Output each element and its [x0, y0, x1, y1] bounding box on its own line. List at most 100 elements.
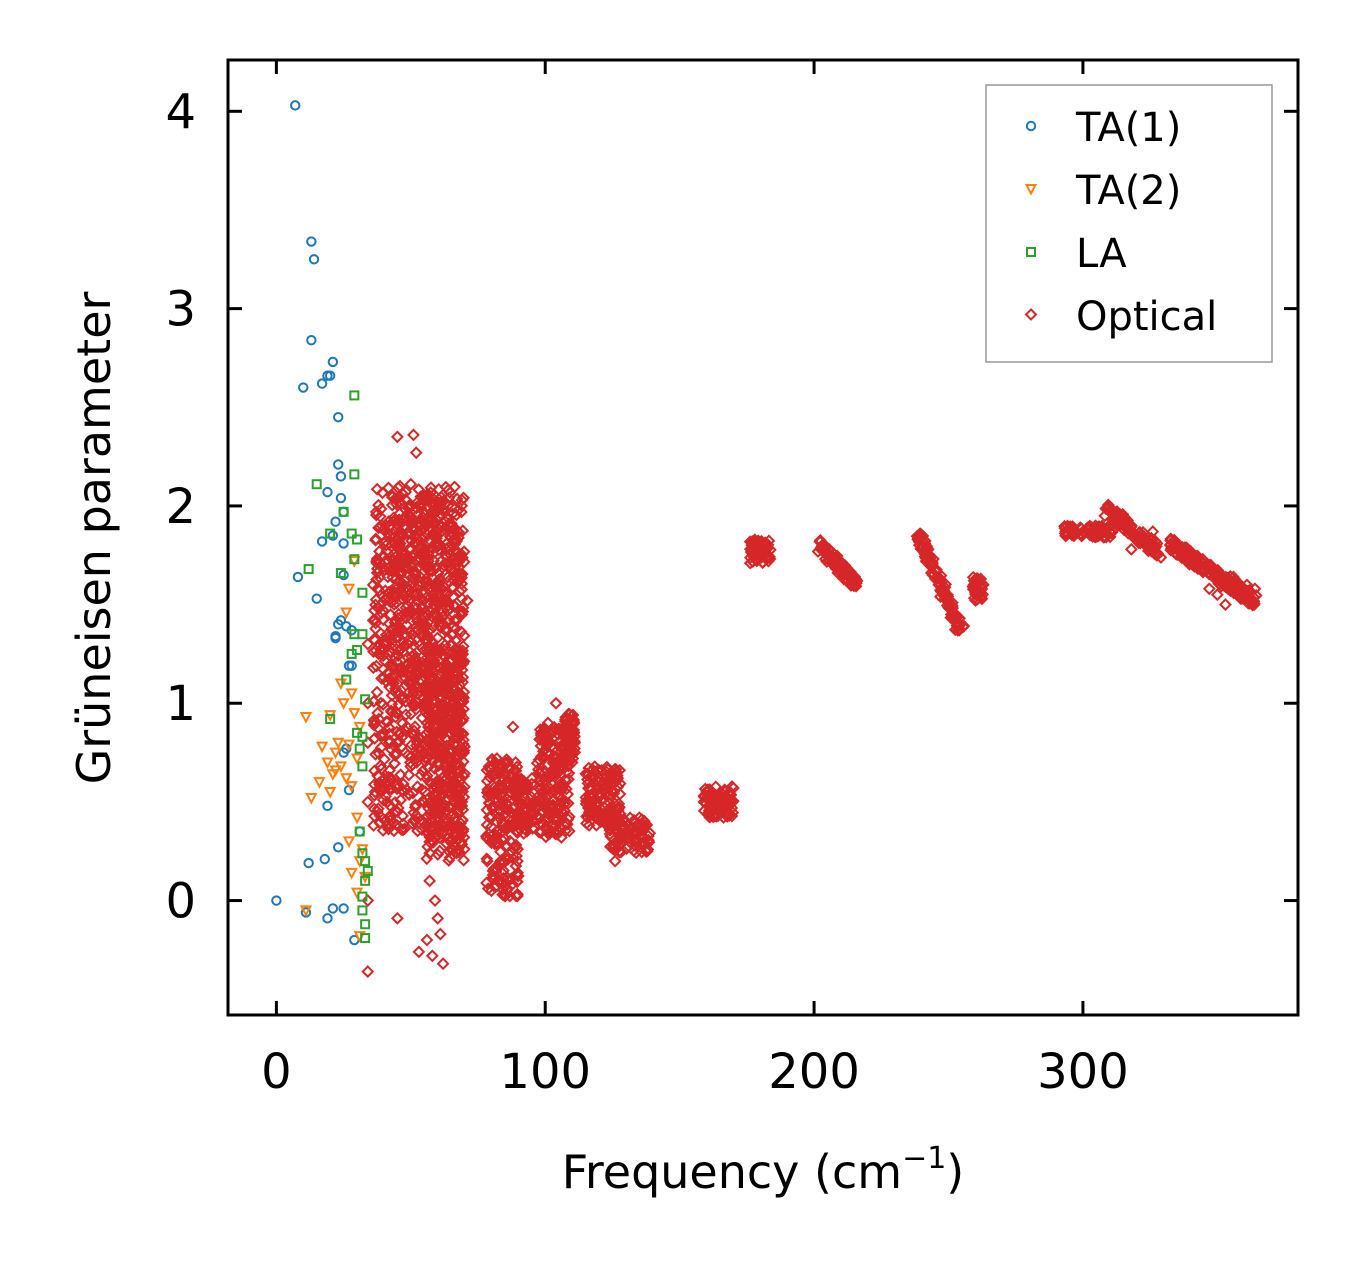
legend-marker-la — [1026, 247, 1036, 257]
point-optical — [543, 770, 557, 784]
point-ta-1 — [306, 236, 317, 247]
point-optical — [441, 832, 455, 846]
point-optical — [1248, 582, 1262, 596]
point-optical — [511, 866, 525, 880]
point-optical — [842, 566, 856, 580]
point-optical — [557, 793, 571, 807]
point-optical — [455, 493, 469, 507]
point-optical — [743, 551, 757, 565]
point-optical — [536, 775, 549, 789]
point-optical — [455, 608, 469, 621]
point-optical — [424, 560, 437, 573]
point-optical — [416, 795, 429, 808]
y-tick-label: 4 — [165, 84, 196, 140]
point-optical — [437, 750, 450, 763]
point-optical — [1240, 578, 1254, 592]
point-ta-2 — [329, 765, 342, 777]
point-ta-1 — [316, 378, 328, 389]
point-optical — [394, 768, 408, 782]
point-ta-2 — [348, 708, 361, 720]
point-optical — [455, 499, 469, 513]
point-optical — [458, 767, 471, 780]
point-optical — [485, 834, 498, 848]
point-optical — [452, 731, 466, 744]
point-optical — [438, 798, 452, 812]
point-la — [341, 674, 352, 685]
point-optical — [390, 777, 404, 791]
point-optical — [413, 547, 427, 561]
point-optical — [639, 837, 653, 851]
point-optical — [389, 580, 403, 594]
point-optical — [612, 797, 626, 811]
point-optical — [580, 816, 593, 830]
point-optical — [1229, 582, 1243, 596]
point-optical — [1184, 554, 1197, 568]
point-optical — [725, 801, 739, 815]
point-optical — [547, 725, 561, 739]
point-optical — [400, 783, 414, 796]
point-ta-1 — [322, 486, 333, 498]
point-optical — [708, 791, 722, 805]
point-optical — [393, 531, 407, 544]
point-la — [357, 905, 368, 916]
point-optical — [366, 578, 380, 592]
x-axis-label-superscript: −1 — [902, 1141, 946, 1176]
point-la — [357, 629, 368, 640]
point-optical — [413, 575, 427, 589]
point-optical — [371, 706, 385, 720]
x-tick-label: 300 — [1037, 1044, 1129, 1100]
point-optical — [370, 804, 384, 818]
point-ta-1 — [311, 593, 322, 604]
point-optical — [495, 779, 509, 793]
point-optical — [457, 545, 471, 559]
point-ta-1 — [290, 100, 301, 111]
point-optical — [1105, 525, 1119, 539]
point-optical — [1247, 596, 1260, 610]
point-optical — [426, 499, 440, 513]
point-optical — [386, 669, 400, 683]
point-optical — [404, 727, 418, 740]
point-optical — [511, 842, 525, 856]
point-optical — [514, 792, 528, 806]
y-tick-label: 1 — [165, 676, 196, 732]
point-ta-1 — [271, 895, 282, 906]
point-optical — [502, 874, 515, 888]
point-optical — [532, 766, 546, 780]
point-optical — [591, 811, 605, 825]
point-optical — [368, 716, 382, 730]
point-optical — [438, 586, 452, 600]
x-axis-label-main: Frequency (cm — [562, 1145, 902, 1199]
point-ta-2 — [337, 698, 350, 710]
point-optical — [434, 507, 448, 521]
point-optical — [534, 739, 548, 753]
point-optical — [414, 498, 428, 512]
point-la — [303, 564, 314, 575]
y-tick-label: 2 — [165, 479, 196, 535]
series-ta-2 — [299, 556, 372, 943]
point-optical — [376, 824, 390, 837]
point-optical — [361, 696, 375, 710]
point-optical — [552, 722, 566, 736]
point-optical — [622, 839, 635, 853]
point-optical — [700, 785, 713, 799]
point-optical — [402, 608, 416, 622]
point-optical — [382, 564, 396, 578]
point-optical — [532, 825, 546, 839]
point-optical — [606, 783, 619, 797]
point-optical — [541, 757, 555, 771]
point-optical — [453, 794, 466, 808]
point-optical — [411, 594, 425, 608]
point-optical — [432, 538, 445, 552]
point-optical — [602, 773, 616, 787]
point-optical — [590, 774, 604, 788]
point-optical — [408, 625, 422, 639]
point-optical — [409, 678, 423, 692]
point-optical — [379, 535, 393, 548]
point-ta-2 — [345, 867, 358, 880]
point-ta-1 — [330, 516, 341, 527]
point-optical — [386, 563, 400, 577]
point-optical — [974, 572, 988, 586]
point-optical — [613, 777, 627, 790]
point-ta-2 — [329, 747, 342, 760]
point-optical — [487, 862, 501, 876]
